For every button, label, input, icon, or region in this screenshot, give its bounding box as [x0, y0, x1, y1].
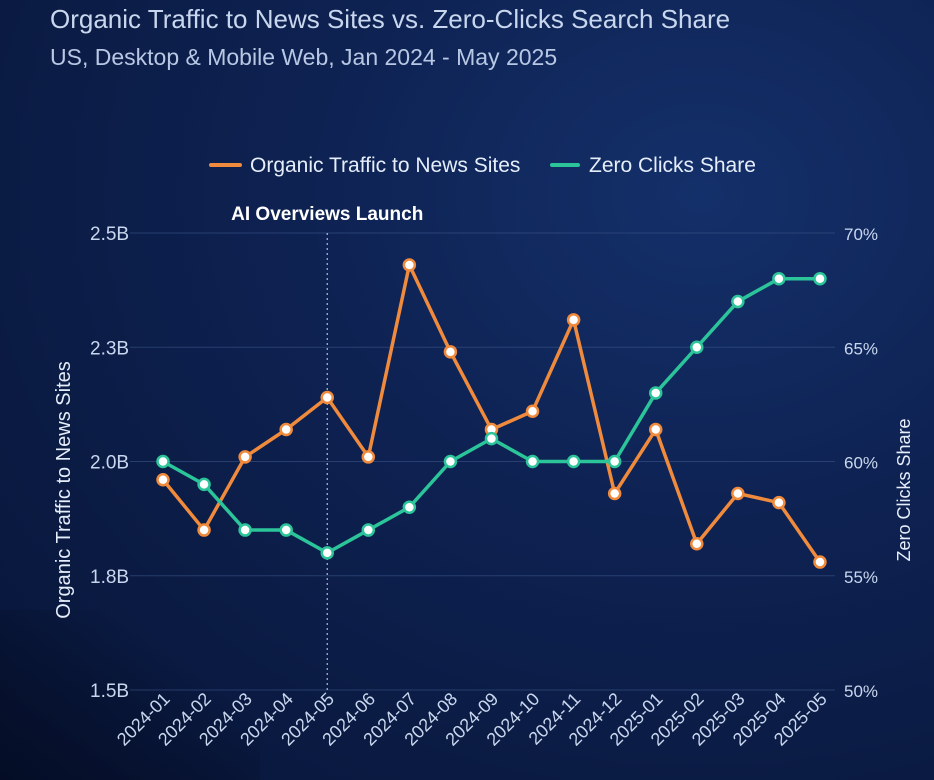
data-point-organic-traffic [813, 555, 827, 569]
data-point-zero-clicks [607, 454, 622, 469]
left-tick-label: 1.5B [90, 681, 129, 702]
left-tick-label: 2.0B [90, 453, 129, 474]
right-tick-label: 65% [844, 339, 878, 358]
data-point-zero-clicks [279, 523, 293, 537]
data-point-organic-traffic [320, 390, 334, 405]
data-point-organic-traffic [772, 495, 786, 510]
legend-label-zero-clicks: Zero Clicks Share [589, 154, 756, 177]
data-point-organic-traffic [690, 537, 704, 551]
data-point-zero-clicks [361, 523, 376, 537]
annotation-label: AI Overviews Launch [231, 204, 423, 225]
data-point-organic-traffic [361, 450, 376, 464]
left-axis-title: Organic Traffic to News Sites [53, 361, 75, 619]
data-point-organic-traffic [238, 450, 252, 464]
data-point-organic-traffic [156, 473, 170, 487]
data-point-zero-clicks [813, 271, 827, 286]
data-point-organic-traffic [402, 258, 417, 272]
data-point-zero-clicks [566, 454, 581, 469]
data-point-organic-traffic [197, 523, 211, 537]
right-tick-label: 60% [844, 454, 878, 473]
data-point-organic-traffic [279, 422, 293, 437]
data-point-zero-clicks [402, 500, 417, 514]
data-point-zero-clicks [320, 546, 334, 560]
left-tick-label: 1.8B [90, 567, 129, 588]
data-point-zero-clicks [690, 340, 704, 354]
chart-title: Organic Traffic to News Sites vs. Zero-C… [50, 4, 731, 34]
data-point-zero-clicks [772, 271, 786, 286]
data-point-zero-clicks [443, 454, 458, 469]
right-tick-label: 55% [844, 568, 878, 587]
right-tick-label: 70% [844, 225, 878, 244]
right-axis-title: Zero Clicks Share [894, 418, 914, 561]
data-point-organic-traffic [566, 313, 581, 327]
right-tick-label: 50% [844, 682, 878, 701]
data-point-zero-clicks [238, 523, 252, 537]
data-point-organic-traffic [731, 486, 745, 501]
data-point-zero-clicks [648, 386, 663, 400]
legend-label-organic: Organic Traffic to News Sites [250, 154, 520, 177]
data-point-zero-clicks [525, 454, 540, 469]
data-point-zero-clicks [156, 454, 170, 469]
data-point-organic-traffic [607, 486, 622, 501]
left-tick-label: 2.5B [90, 224, 129, 245]
data-point-zero-clicks [484, 431, 499, 446]
left-tick-label: 2.3B [90, 338, 129, 359]
data-point-zero-clicks [197, 477, 211, 492]
chart-subtitle: US, Desktop & Mobile Web, Jan 2024 - May… [50, 44, 558, 70]
series-line-organic-traffic [161, 263, 822, 564]
data-point-organic-traffic [525, 404, 540, 418]
data-point-organic-traffic [443, 345, 458, 359]
data-point-zero-clicks [731, 294, 745, 309]
data-point-organic-traffic [648, 422, 663, 437]
